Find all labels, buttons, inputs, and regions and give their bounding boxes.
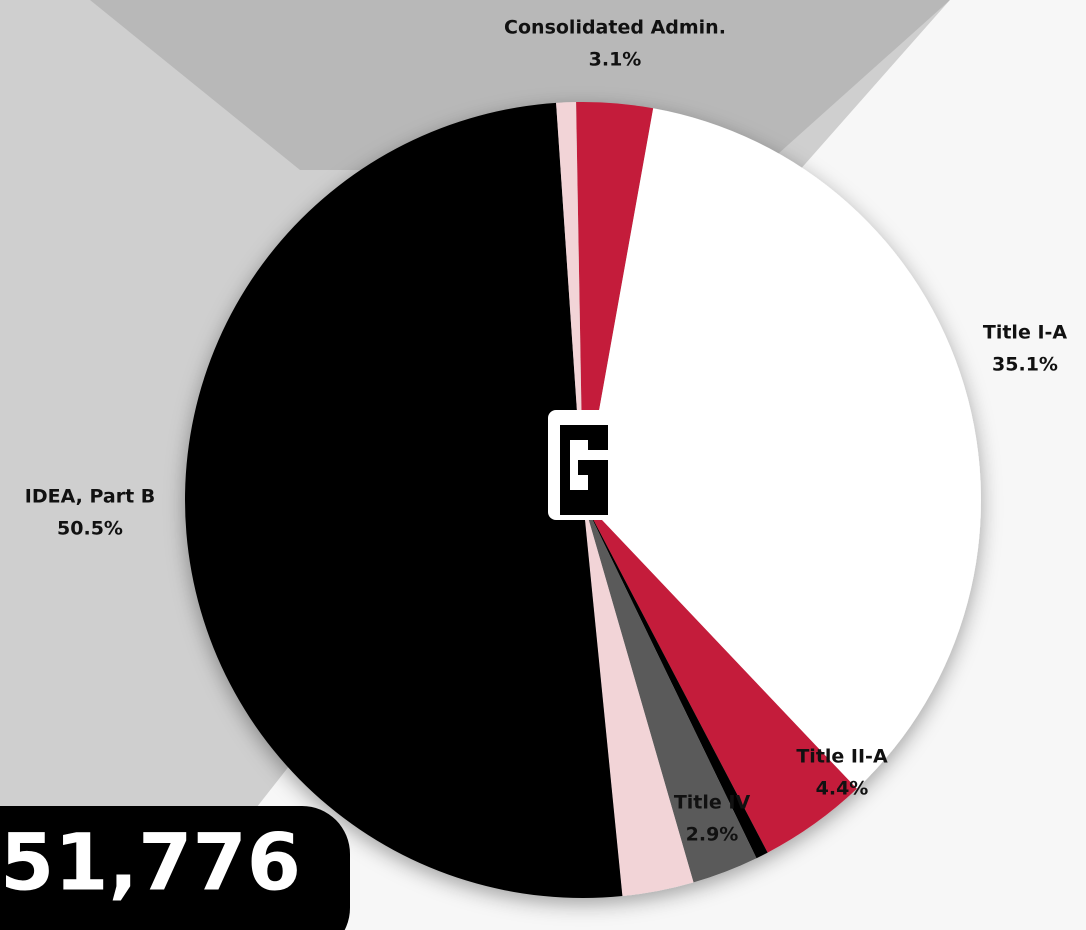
- slice-label: Title II-A: [796, 746, 888, 768]
- value-label: 50.5%: [57, 518, 123, 540]
- slice: [583, 500, 694, 897]
- value-label: 4.4%: [816, 778, 869, 800]
- pie: [185, 102, 981, 898]
- slice-label: Title I-A: [983, 322, 1068, 344]
- total-value: 51,776: [0, 818, 301, 908]
- slice: [583, 108, 981, 789]
- slice: [556, 102, 583, 501]
- band-dark: [90, 0, 950, 170]
- slice-label: Title IV: [674, 792, 751, 814]
- value-label: 2.9%: [686, 824, 739, 846]
- slice: [576, 102, 654, 500]
- value-label: 3.1%: [589, 49, 642, 71]
- slice-label: Consolidated Admin.: [504, 17, 726, 39]
- slice: [583, 500, 857, 853]
- value-label: 35.1%: [992, 354, 1058, 376]
- slice-label: IDEA, Part B: [25, 486, 156, 508]
- slice: [583, 500, 768, 859]
- slice: [185, 102, 623, 898]
- logo: [548, 410, 618, 520]
- total-box: [0, 806, 350, 930]
- slice: [583, 500, 757, 883]
